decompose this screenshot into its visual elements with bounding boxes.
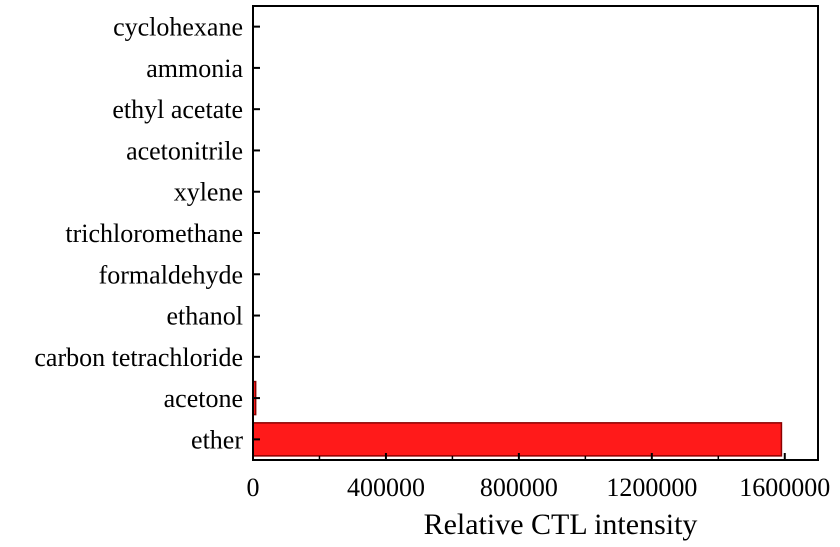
category-label: xylene <box>174 178 243 207</box>
x-tick-label: 0 <box>247 473 260 502</box>
x-tick-label: 1200000 <box>606 473 697 502</box>
category-label: ether <box>191 425 243 454</box>
category-label: acetone <box>164 384 243 413</box>
category-label: cyclohexane <box>113 13 243 42</box>
category-label: ammonia <box>146 54 243 83</box>
x-ticks: 0 400000 800000 1200000 1600000 <box>247 453 830 502</box>
category-labels: cyclohexane ammonia ethyl acetate acetonitr… <box>34 13 260 454</box>
bar-ether <box>252 422 783 457</box>
x-tick-label: 800000 <box>480 473 558 502</box>
bars-group <box>252 380 783 457</box>
plot-frame <box>252 5 819 461</box>
category-label: carbon tetrachloride <box>34 343 243 372</box>
category-label: trichloromethane <box>65 219 243 248</box>
category-label: ethyl acetate <box>112 95 243 124</box>
category-label: acetonitrile <box>126 136 243 165</box>
category-label: formaldehyde <box>99 260 243 289</box>
x-axis-title: Relative CTL intensity <box>424 508 698 541</box>
x-tick-label: 1600000 <box>739 473 830 502</box>
x-tick-label: 400000 <box>347 473 425 502</box>
category-label: ethanol <box>166 302 243 331</box>
